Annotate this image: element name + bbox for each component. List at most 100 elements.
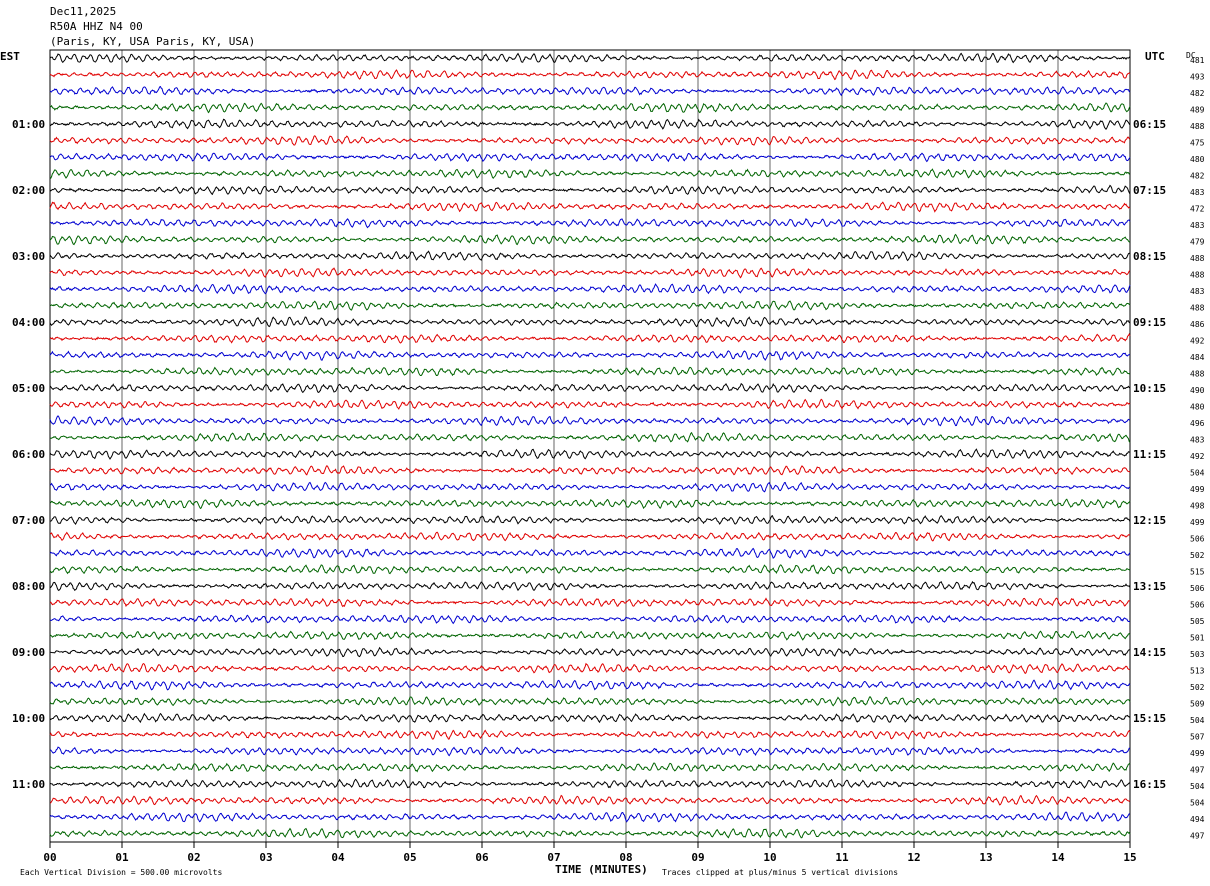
dc-offset-label: 513: [1190, 667, 1205, 676]
left-hour-label: 03:00: [12, 250, 45, 263]
seismic-trace: [49, 350, 1131, 362]
right-hour-label: 16:15: [1133, 778, 1166, 791]
x-tick-label: 10: [763, 851, 776, 864]
date-label: Dec11,2025: [50, 5, 117, 18]
dc-offset-label: 493: [1190, 73, 1205, 82]
x-tick-label: 08: [619, 851, 632, 864]
x-tick-label: 03: [259, 851, 272, 864]
seismic-trace: [49, 415, 1131, 427]
seismic-trace: [49, 250, 1131, 262]
right-hour-label: 15:15: [1133, 712, 1166, 725]
dc-offset-label: 483: [1190, 221, 1205, 230]
right-hour-label: 12:15: [1133, 514, 1166, 527]
seismic-trace: [49, 69, 1131, 81]
seismic-trace: [49, 448, 1131, 460]
seismic-trace: [49, 233, 1131, 246]
right-hour-label: 06:15: [1133, 118, 1166, 131]
left-hour-label: 05:00: [12, 382, 45, 395]
x-tick-label: 07: [547, 851, 560, 864]
right-hour-label: 10:15: [1133, 382, 1166, 395]
seismic-trace: [49, 630, 1131, 641]
dc-offset-label: 479: [1190, 238, 1205, 247]
dc-offset-label: 506: [1190, 535, 1205, 544]
seismic-trace: [49, 332, 1131, 344]
dc-offset-label: 486: [1190, 320, 1205, 329]
seismic-trace: [49, 267, 1131, 279]
seismic-trace: [49, 597, 1131, 608]
dc-offset-label: 472: [1190, 205, 1205, 214]
scale-note: Each Vertical Division = 500.00 microvol…: [20, 868, 222, 877]
left-hour-label: 10:00: [12, 712, 45, 725]
seismic-trace: [49, 300, 1131, 311]
seismic-trace: [49, 118, 1131, 131]
left-hour-label: 04:00: [12, 316, 45, 329]
seismic-trace: [49, 366, 1131, 377]
dc-offset-label: 483: [1190, 188, 1205, 197]
x-tick-label: 00: [43, 851, 56, 864]
dc-offset-label: 505: [1190, 617, 1205, 626]
left-hour-label: 11:00: [12, 778, 45, 791]
dc-offset-label: 481: [1190, 56, 1205, 65]
dc-offset-label: 503: [1190, 650, 1205, 659]
x-ticks: 00 01 02 03 04 05 06 07 08 09 10 11 12 13 14 15: [43, 842, 1137, 864]
seismic-trace: [49, 283, 1131, 295]
seismic-trace: [49, 152, 1131, 163]
right-hour-label: 14:15: [1133, 646, 1166, 659]
dc-offset-label: 498: [1190, 502, 1205, 511]
seismic-trace: [49, 794, 1131, 806]
seismic-trace: [49, 827, 1131, 839]
right-hour-label: 08:15: [1133, 250, 1166, 263]
dc-header: DC: [1186, 51, 1196, 60]
seismic-trace: [49, 662, 1131, 675]
x-tick-label: 09: [691, 851, 704, 864]
left-hour-label: 02:00: [12, 184, 45, 197]
left-hour-label: 09:00: [12, 646, 45, 659]
dc-offset-label: 501: [1190, 634, 1205, 643]
dc-offset-label: 490: [1190, 386, 1205, 395]
x-tick-label: 02: [187, 851, 200, 864]
dc-offset-label: 480: [1190, 155, 1205, 164]
dc-offset-label: 488: [1190, 370, 1205, 379]
dc-offset-label: 488: [1190, 304, 1205, 313]
dc-offset-label: 504: [1190, 716, 1205, 725]
seismic-trace: [49, 564, 1131, 575]
dc-offset-label: 502: [1190, 683, 1205, 692]
dc-offset-label: 488: [1190, 271, 1205, 280]
seismic-trace: [49, 498, 1131, 510]
right-hour-label: 13:15: [1133, 580, 1166, 593]
x-tick-label: 01: [115, 851, 129, 864]
dc-offset-label: 480: [1190, 403, 1205, 412]
seismic-trace: [49, 135, 1131, 146]
dc-offset-label: 483: [1190, 287, 1205, 296]
x-tick-label: 06: [475, 851, 489, 864]
dc-offset-label: 496: [1190, 419, 1205, 428]
seismic-trace: [49, 217, 1131, 229]
seismic-trace: [49, 184, 1131, 196]
dc-offset-label: 494: [1190, 815, 1205, 824]
x-tick-label: 11: [835, 851, 849, 864]
seismic-trace: [49, 465, 1131, 476]
x-axis-label: TIME (MINUTES): [555, 863, 648, 876]
dc-offset-label: 484: [1190, 353, 1205, 362]
hour-labels: 01:00 06:15 02:00 07:15 03:00 08:15 04:00 09:15…: [12, 118, 1166, 791]
seismic-trace: [49, 481, 1131, 493]
dc-offset-label: 488: [1190, 254, 1205, 263]
seismic-trace: [49, 531, 1131, 542]
dc-offset-label: 488: [1190, 122, 1205, 131]
location-label: (Paris, KY, USA Paris, KY, USA): [50, 35, 256, 48]
seismic-trace: [49, 778, 1131, 789]
left-hour-label: 06:00: [12, 448, 45, 461]
left-hour-label: 07:00: [12, 514, 45, 527]
plot-frame: [49, 49, 1131, 843]
dc-offset-label: 492: [1190, 337, 1205, 346]
seismic-trace: [49, 168, 1131, 179]
dc-offset-label: 504: [1190, 782, 1205, 791]
x-tick-label: 04: [331, 851, 345, 864]
left-hour-label: 08:00: [12, 580, 45, 593]
clip-note: Traces clipped at plus/minus 5 vertical …: [662, 868, 898, 877]
dc-offset-label: 497: [1190, 832, 1205, 841]
right-hour-label: 07:15: [1133, 184, 1166, 197]
seismic-trace: [49, 382, 1131, 394]
dc-offset-label: 482: [1190, 172, 1205, 181]
